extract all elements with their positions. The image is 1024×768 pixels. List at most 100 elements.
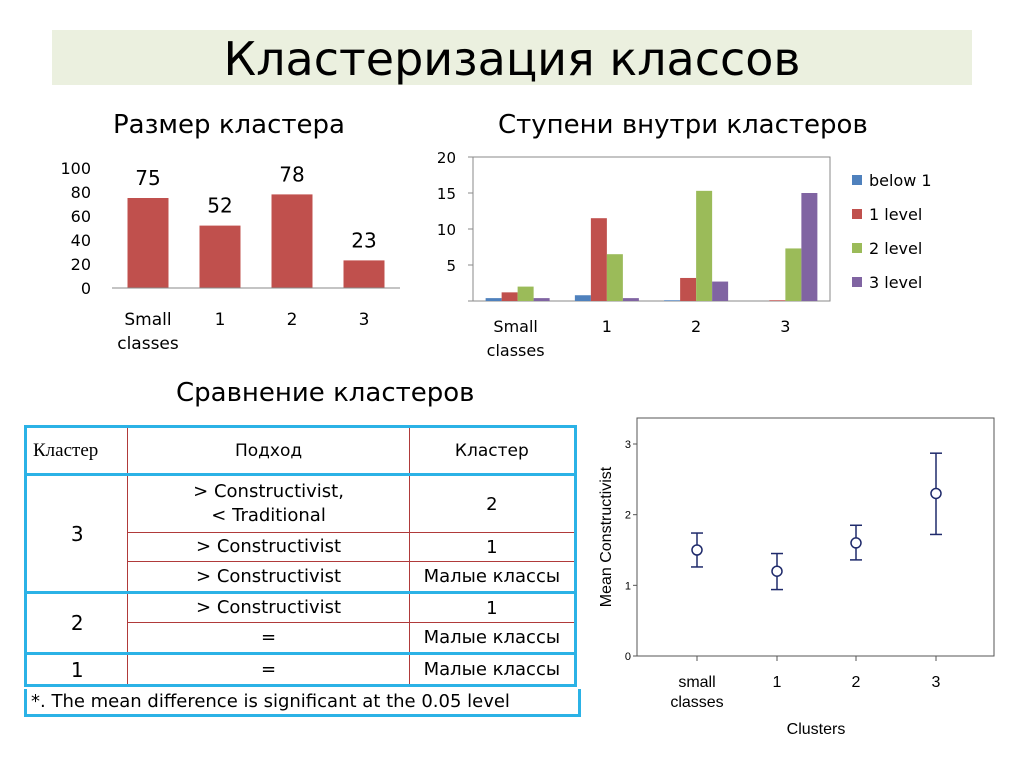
mean-point (771, 565, 783, 577)
cluster-size-chart: 0 20 40 60 80 100 75 Small classes 52 1 78 2 23 3 (60, 159, 400, 354)
approach-cell: = (127, 653, 410, 687)
y-tick-label: 3 (625, 439, 631, 451)
approach-cell: > Constructivist (127, 592, 410, 623)
y-tick-label: 10 (437, 221, 456, 239)
bar (785, 248, 802, 301)
cluster-cell: 3 (23, 474, 129, 594)
levels-title: Ступени внутри кластеров (498, 110, 868, 140)
table-row: = Малые классы (26, 622, 578, 655)
mean-point (850, 537, 862, 549)
legend-label: 2 level (869, 239, 922, 258)
plot-frame (636, 417, 995, 657)
table-row: 2 > Constructivist 1 (23, 592, 578, 655)
y-axis-label: Mean Constructivist (598, 466, 615, 607)
x-tick-label: 3 (359, 310, 370, 330)
y-tick-label: 0 (625, 651, 631, 663)
bar (696, 190, 713, 301)
y-tick-label: 40 (71, 231, 91, 250)
x-tick-label: Small (493, 317, 537, 336)
data-label: 78 (279, 162, 304, 186)
bar (533, 298, 550, 301)
legend-swatch (852, 277, 862, 287)
x-tick-label: 1 (215, 310, 226, 330)
header-cell-cluster-compared: Кластер (409, 425, 578, 476)
mean-point (691, 544, 703, 556)
table-row: > Constructivist 1 (26, 532, 578, 562)
bar (574, 295, 591, 301)
x-tick-label: 2 (691, 317, 701, 336)
y-tick-label: 0 (81, 279, 91, 298)
plot-frame (472, 156, 831, 302)
table-header-row: Кластер Подход Кластер (23, 425, 578, 476)
comparison-table: Кластер Подход Кластер 3 > Constructivist, < … (23, 425, 578, 687)
significance-note: *. The mean difference is significant at… (24, 689, 581, 717)
x-axis-label: Clusters (787, 721, 846, 738)
y-tick-label: 60 (71, 207, 91, 226)
cluster-cell: 2 (23, 592, 129, 655)
y-tick-label: 5 (446, 257, 456, 275)
bar (622, 298, 639, 301)
bar (664, 300, 681, 301)
x-tick-label: Small (124, 310, 171, 330)
compared-cluster-cell: Малые классы (409, 561, 578, 594)
cluster-cell: 1 (23, 653, 129, 687)
table-row: 1 = Малые классы (23, 653, 578, 687)
data-label: 23 (351, 228, 376, 252)
y-tick-label: 20 (71, 255, 91, 274)
legend-swatch (852, 243, 862, 253)
legend-label: 3 level (869, 273, 922, 292)
y-tick-label: 1 (625, 580, 631, 592)
levels-chart: 5 10 15 20 Small classes 1 2 3 below 1 1 level 2 le… (437, 149, 932, 360)
bar (343, 260, 385, 288)
data-label: 75 (135, 166, 160, 190)
y-tick-label: 20 (437, 149, 456, 167)
x-tick-label: classes (670, 694, 723, 711)
legend-swatch (852, 175, 862, 185)
mean-point (930, 487, 942, 500)
bar (127, 198, 169, 288)
comparison-title: Сравнение кластеров (176, 378, 475, 408)
header-cell-cluster: Кластер (23, 425, 129, 476)
x-tick-label: 1 (773, 674, 782, 691)
page-title: Кластеризация классов (223, 32, 801, 86)
comparison-table-wrap: Кластер Подход Кластер 3 > Constructivist, < … (23, 425, 578, 687)
x-tick-label: 2 (852, 674, 861, 691)
bar (712, 281, 729, 301)
bar (680, 277, 697, 301)
legend-swatch (852, 209, 862, 219)
bar (801, 193, 818, 301)
table-row: 3 > Constructivist, < Traditional 2 (23, 474, 578, 594)
x-tick-label: 1 (602, 317, 612, 336)
x-tick-label: 3 (932, 674, 941, 691)
bar (199, 225, 241, 288)
approach-cell: > Constructivist (127, 532, 410, 562)
compared-cluster-cell: Малые классы (409, 622, 578, 655)
approach-cell: > Constructivist (127, 561, 410, 594)
approach-cell: > Constructivist, < Traditional (127, 474, 410, 533)
data-label: 52 (207, 194, 232, 218)
compared-cluster-cell: 1 (409, 592, 578, 623)
y-tick-label: 2 (625, 510, 631, 522)
x-tick-label: small (678, 674, 715, 691)
bar (606, 254, 623, 301)
legend-label: below 1 (869, 171, 932, 190)
y-tick-label: 15 (437, 185, 456, 203)
y-tick-label: 80 (71, 183, 91, 202)
bar (271, 194, 313, 288)
title-bar: Кластеризация классов (52, 30, 972, 86)
x-tick-label: classes (487, 341, 545, 360)
compared-cluster-cell: Малые классы (409, 653, 578, 687)
x-tick-label: classes (117, 334, 179, 354)
cluster-size-title: Размер кластера (113, 110, 345, 140)
table-row: > Constructivist Малые классы (26, 561, 578, 594)
legend-label: 1 level (869, 205, 922, 224)
approach-cell: = (127, 622, 410, 655)
y-tick-label: 100 (60, 159, 91, 178)
compared-cluster-cell: 1 (409, 532, 578, 562)
compared-cluster-cell: 2 (409, 474, 578, 533)
bar (590, 218, 607, 301)
x-tick-label: 2 (287, 310, 298, 330)
x-tick-label: 3 (780, 317, 790, 336)
bar (517, 286, 534, 301)
header-cell-approach: Подход (127, 425, 410, 476)
